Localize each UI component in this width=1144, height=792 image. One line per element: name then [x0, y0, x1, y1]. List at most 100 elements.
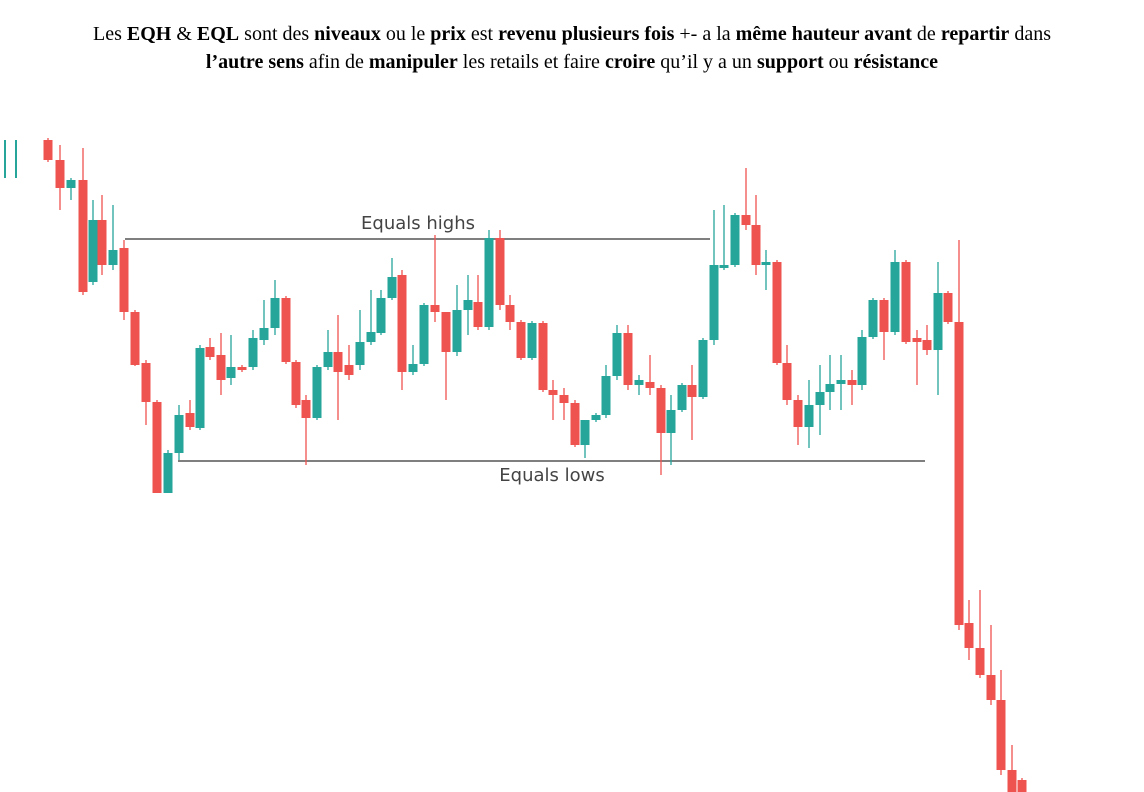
candle-body [333, 352, 343, 372]
candle-body [397, 275, 407, 372]
candle-body [964, 623, 974, 648]
candle-body [741, 215, 751, 225]
text: ou [823, 51, 854, 73]
candle-body [408, 364, 418, 372]
candle-body [78, 180, 88, 292]
candle-body [527, 323, 537, 358]
candle-body [687, 385, 697, 397]
text: +- a la [674, 23, 736, 45]
description: Les EQH & EQL sont des niveaux ou le pri… [92, 20, 1052, 76]
bold-text: même hauteur avant [735, 23, 912, 45]
text: les retails et faire [457, 51, 605, 73]
candle-body [248, 338, 258, 367]
text: Les [93, 23, 127, 45]
candle-body [473, 302, 483, 327]
text: qu’il y a un [655, 51, 757, 73]
candle-body [890, 262, 900, 332]
candle-body [559, 395, 569, 403]
candle-body [698, 340, 708, 397]
candle-body [933, 293, 943, 350]
candle-body [793, 400, 803, 427]
text: & [171, 23, 197, 45]
candle-body [815, 392, 825, 405]
candle-body [901, 262, 911, 342]
candle-body [152, 402, 162, 493]
bold-text: résistance [853, 51, 939, 73]
equal-highs-label: Equals highs [361, 213, 475, 234]
candle-body [666, 410, 676, 433]
candle-body [259, 328, 269, 340]
candle-body [226, 367, 236, 378]
candle-body [634, 380, 644, 385]
candle-body [66, 180, 76, 188]
candle-body [344, 365, 354, 375]
candles [4, 138, 1027, 792]
candle-body [174, 415, 184, 453]
candle-body [570, 403, 580, 445]
candle-body [868, 300, 878, 337]
candle-body [301, 400, 311, 418]
bold-text: repartir [940, 23, 1010, 45]
candle-body [484, 238, 494, 327]
candle-body [645, 382, 655, 388]
candle-body [538, 323, 548, 390]
candle-body [216, 355, 226, 380]
candle-body [163, 453, 173, 493]
candle-body [1007, 770, 1017, 792]
candle-body [366, 332, 376, 342]
candle-body [430, 305, 440, 312]
candle-body [751, 225, 761, 265]
candle-body [836, 380, 846, 384]
candle-body [291, 362, 301, 405]
candle-body [463, 300, 473, 310]
bold-text: support [756, 51, 824, 73]
candle-body [495, 238, 505, 305]
candle-body [237, 367, 247, 370]
candle-body [195, 348, 205, 428]
candle-body [376, 298, 386, 333]
candle-body [986, 675, 996, 700]
candle-body [580, 420, 590, 445]
candle-body [879, 300, 889, 332]
bold-text: manipuler [368, 51, 458, 73]
text: afin de [303, 51, 369, 73]
bold-text: l’autre sens [205, 51, 304, 73]
candle-body [719, 265, 729, 268]
candle-body [677, 385, 687, 410]
candle-body [804, 405, 814, 427]
candle-body [623, 333, 633, 385]
candle-body [97, 220, 107, 265]
candle-body [141, 363, 151, 402]
candle-body [1017, 780, 1027, 792]
bold-text: croire [604, 51, 656, 73]
candle-body [452, 310, 462, 352]
candle-body [612, 333, 622, 376]
candle-body [281, 298, 291, 362]
candle-body [205, 347, 215, 357]
candle-body [516, 322, 526, 358]
candle-body [55, 160, 65, 188]
candle-body [601, 376, 611, 415]
candle-body [772, 262, 782, 363]
text: ou le [380, 23, 431, 45]
candle-body [975, 648, 985, 675]
candle-body [761, 262, 771, 265]
candle-body [782, 363, 792, 400]
candle-body [548, 390, 558, 395]
candle-body [857, 337, 867, 385]
candle-body [922, 340, 932, 350]
candle-body [108, 250, 118, 265]
candle-body [270, 298, 280, 328]
candle-body [505, 305, 515, 322]
candle-body [441, 312, 451, 352]
candle-body [130, 312, 140, 365]
candle-body [185, 413, 195, 427]
bold-text: niveaux [314, 23, 381, 45]
candle-body [912, 338, 922, 342]
bold-text: revenu plusieurs fois [498, 23, 675, 45]
candle-body [656, 388, 666, 433]
text: sont des [239, 23, 315, 45]
candle-body [323, 352, 333, 367]
candle-body [387, 277, 397, 298]
